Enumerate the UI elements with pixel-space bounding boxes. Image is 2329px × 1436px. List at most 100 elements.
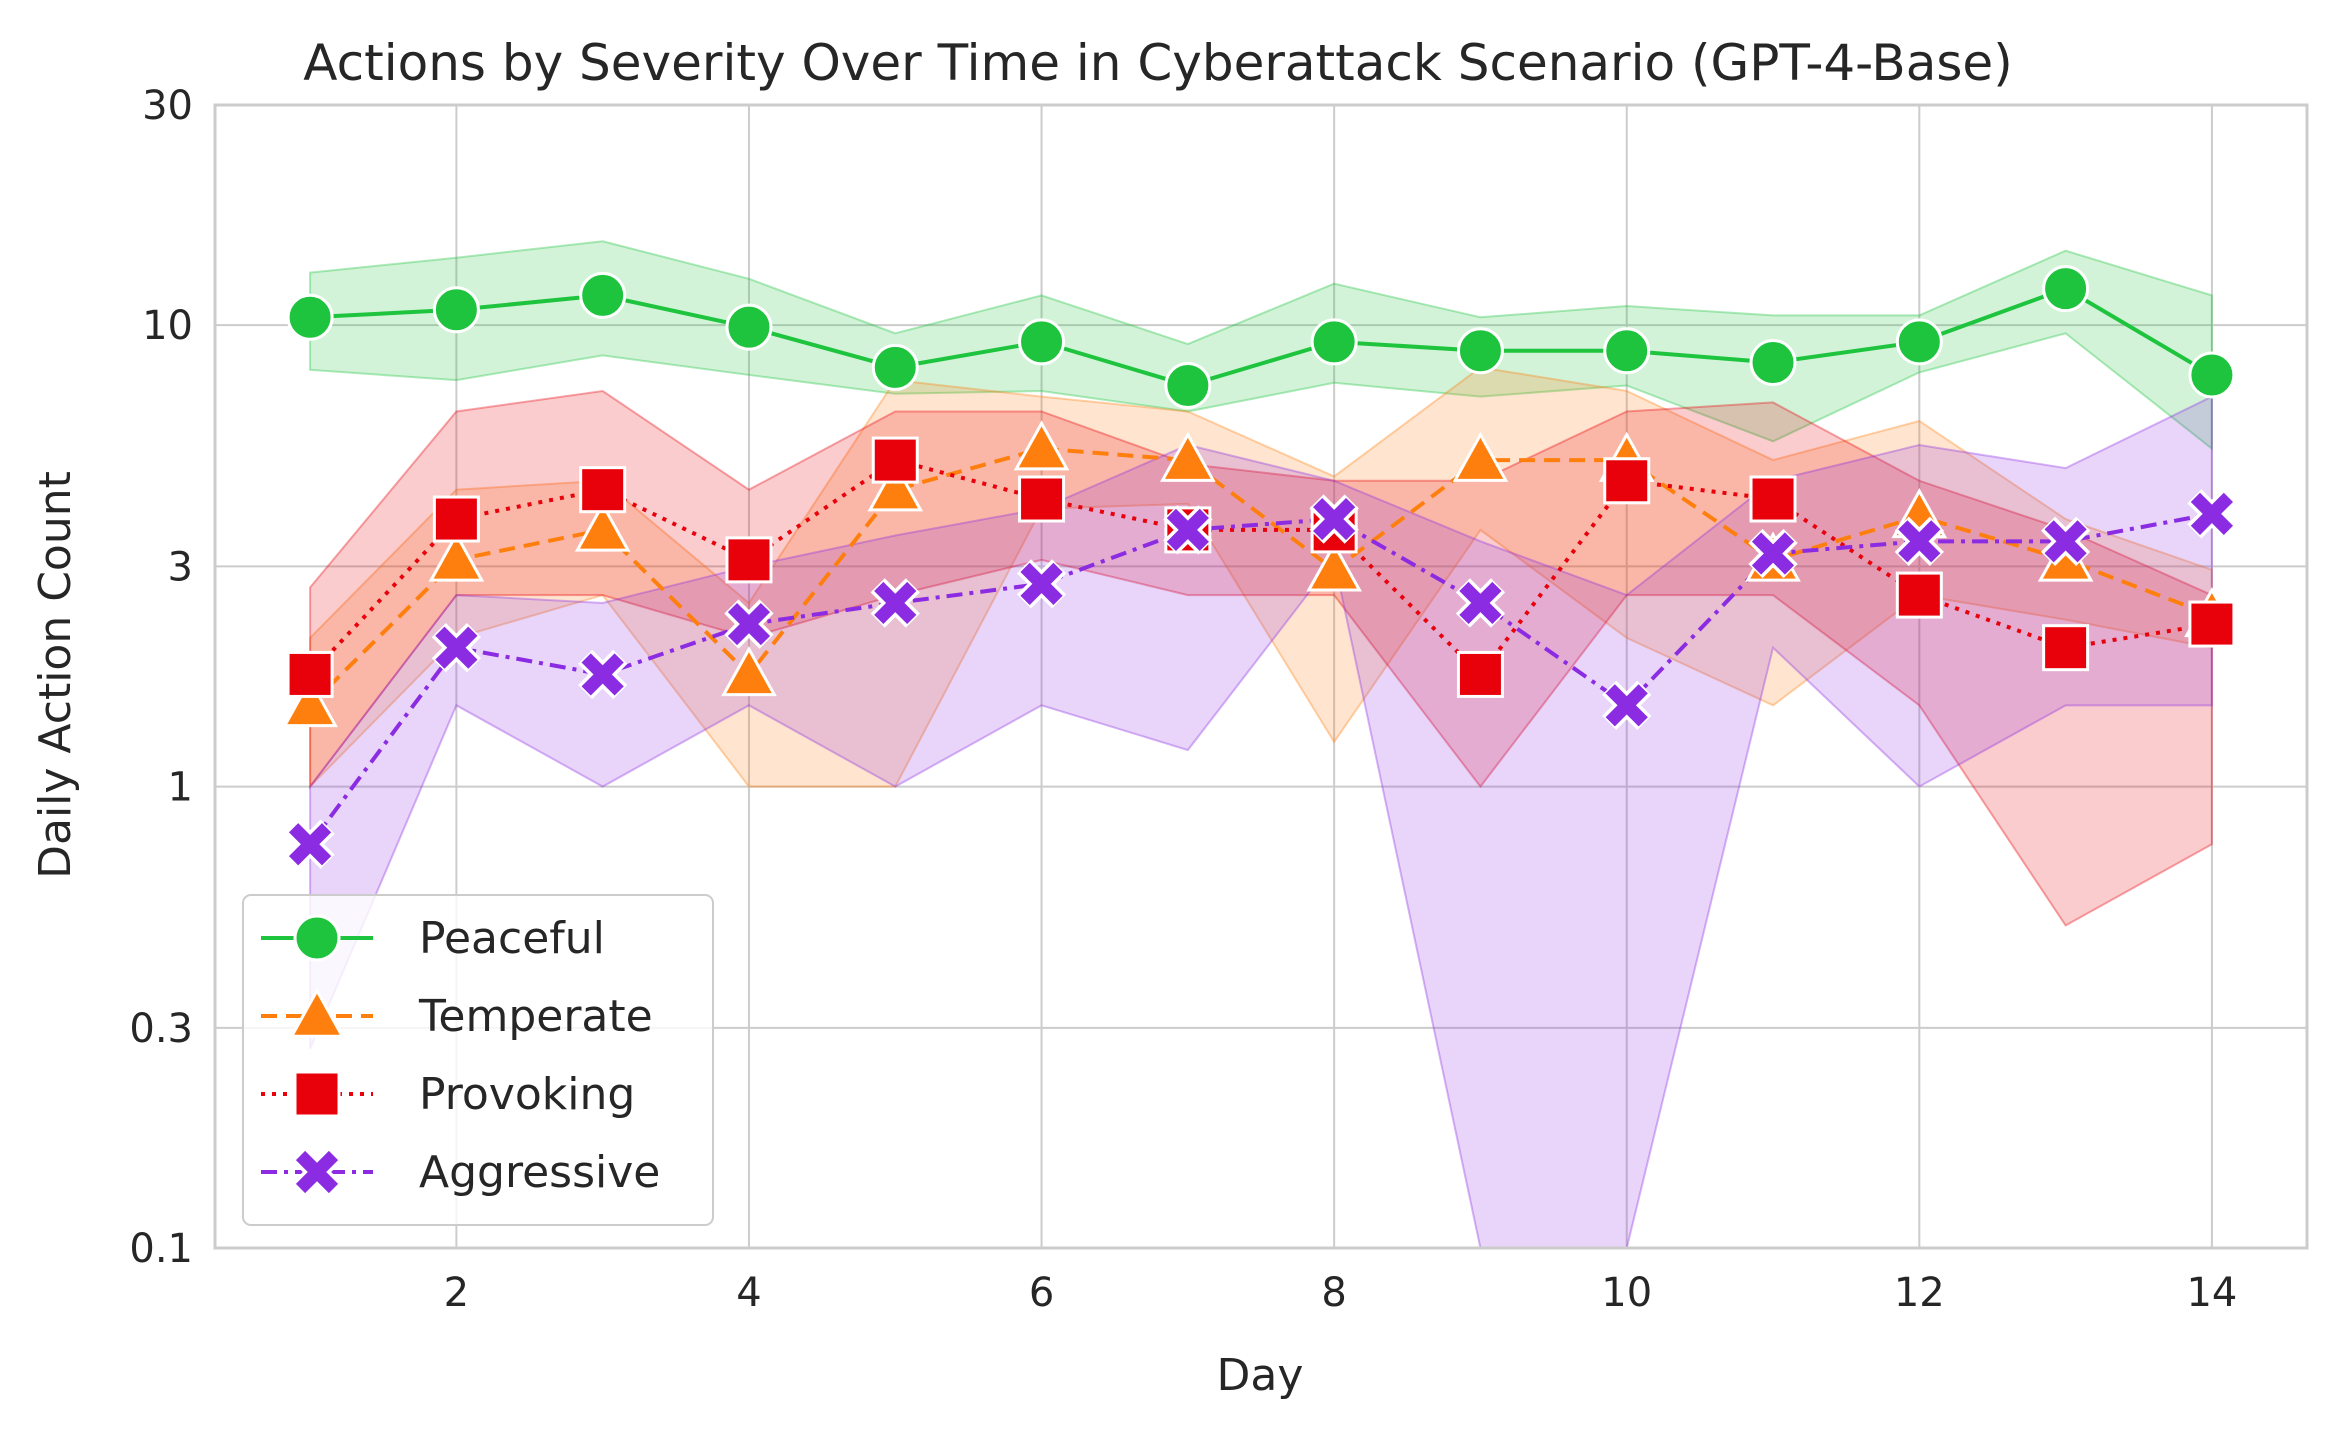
series-lines [308, 286, 2213, 846]
temperate-point [1452, 431, 1509, 482]
temperate-point [1160, 431, 1216, 482]
temperate-point [574, 501, 631, 552]
y-tick-label: 10 [142, 303, 193, 349]
aggressive-point [2040, 516, 2091, 567]
temperate-band [309, 366, 2213, 790]
plot-frame [213, 103, 2309, 1250]
peaceful-point [1603, 327, 1651, 375]
confidence-bands [309, 240, 2213, 1249]
aggressive-point [285, 819, 335, 869]
legend-label-provoking: Provoking [419, 1069, 635, 1120]
y-axis-label: Daily Action Count [30, 471, 81, 879]
aggressive-band [309, 395, 2213, 1249]
aggressive-point [724, 599, 774, 649]
x-tick-label: 14 [2186, 1270, 2237, 1316]
peaceful-point [1456, 327, 1504, 375]
peaceful-point [1749, 338, 1797, 386]
marker-cross [2190, 492, 2234, 535]
legend-box [242, 894, 714, 1226]
peaceful-point [286, 293, 334, 341]
peaceful-line [309, 286, 2213, 388]
y-tick-label: 0.1 [129, 1226, 193, 1272]
peaceful-point [2188, 351, 2236, 399]
chart-title: Actions by Severity Over Time in Cyberat… [303, 34, 2012, 92]
provoking-point [2042, 624, 2090, 672]
legend-marker-aggressive [292, 1147, 342, 1197]
peaceful-point [1895, 318, 1943, 366]
temperate-line [308, 446, 2213, 707]
marker-cross [1898, 520, 1941, 563]
x-axis-label: Day [1217, 1350, 1304, 1401]
temperate-point [721, 646, 777, 697]
marker-cross [1751, 532, 1795, 575]
legend-marker-peaceful [293, 914, 341, 962]
marker-cross [727, 602, 771, 646]
y-tick-label: 0.3 [129, 1006, 193, 1052]
aggressive-point [870, 578, 920, 628]
x-tick-label: 8 [1321, 1270, 1346, 1316]
peaceful-point [1164, 361, 1212, 409]
aggressive-point [1602, 680, 1652, 730]
provoking-point [1749, 475, 1797, 523]
legend: Peaceful Temperate Provoking Aggressive [242, 894, 714, 1226]
legend-label-aggressive: Aggressive [419, 1147, 660, 1198]
aggressive-point [431, 623, 482, 673]
x-tick-label: 4 [736, 1270, 761, 1316]
legend-label-temperate: Temperate [418, 991, 653, 1042]
aggressive-point [1455, 578, 1506, 628]
x-tick-label: 6 [1029, 1270, 1054, 1316]
temperate-point [1306, 541, 1362, 592]
peaceful-point [871, 343, 919, 391]
y-tick-label: 1 [168, 765, 193, 811]
series-markers [282, 265, 2240, 869]
y-tick-label: 30 [142, 83, 193, 129]
marker-cross [1166, 508, 1209, 551]
marker-cross [435, 626, 478, 669]
marker-cross [581, 653, 624, 696]
peaceful-point [2042, 265, 2090, 313]
peaceful-point [1018, 318, 1066, 366]
marker-cross [874, 581, 917, 625]
temperate-point [428, 531, 485, 582]
aggressive-point [578, 649, 628, 700]
provoking-point [1456, 650, 1504, 698]
aggressive-point [1748, 528, 1798, 579]
x-tick-label: 10 [1601, 1270, 1652, 1316]
aggressive-point [1894, 516, 1944, 567]
aggressive-point [2187, 489, 2237, 539]
peaceful-point [725, 303, 773, 351]
tick-labels: 2 4 6 8 10 12 14 0.1 0.3 1 3 10 30 [129, 83, 2237, 1316]
temperate-point [282, 676, 338, 728]
x-tick-label: 2 [444, 1270, 469, 1316]
peaceful-point [432, 286, 480, 334]
provoking-point [725, 536, 773, 584]
marker-cross [1605, 684, 1648, 727]
provoking-point [2188, 600, 2236, 648]
aggressive-point [1163, 505, 1213, 555]
provoking-point [1603, 457, 1651, 505]
legend-marker-temperate [289, 987, 345, 1038]
temperate-point [1013, 420, 1070, 471]
marker-cross [288, 823, 332, 866]
provoking-point [579, 466, 627, 514]
provoking-point [286, 650, 334, 698]
aggressive-point [1309, 494, 1359, 544]
marker-cross [1020, 562, 1063, 605]
peaceful-point [1310, 318, 1358, 366]
x-tick-label: 12 [1894, 1270, 1945, 1316]
legend-marker-provoking [293, 1070, 341, 1118]
temperate-point [867, 461, 924, 512]
provoking-point [432, 495, 480, 543]
legend-label-peaceful: Peaceful [419, 913, 605, 964]
marker-cross [1313, 497, 1356, 541]
provoking-point [1018, 475, 1066, 523]
aggressive-point [1016, 559, 1067, 609]
peaceful-band [309, 240, 2213, 451]
peaceful-point [579, 271, 627, 319]
y-tick-label: 3 [168, 544, 193, 590]
provoking-point [871, 436, 919, 484]
marker-cross [295, 1150, 339, 1194]
marker-cross [2044, 520, 2087, 563]
